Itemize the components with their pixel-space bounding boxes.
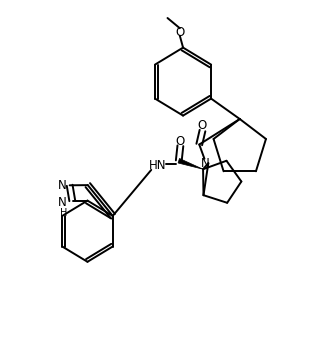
Text: O: O: [176, 135, 185, 148]
Text: N: N: [201, 157, 210, 170]
Text: N: N: [58, 179, 67, 192]
Text: O: O: [198, 119, 207, 132]
Text: N: N: [58, 196, 67, 209]
Polygon shape: [178, 158, 203, 169]
Text: H: H: [60, 207, 67, 218]
Text: HN: HN: [149, 159, 167, 172]
Text: O: O: [175, 26, 184, 39]
